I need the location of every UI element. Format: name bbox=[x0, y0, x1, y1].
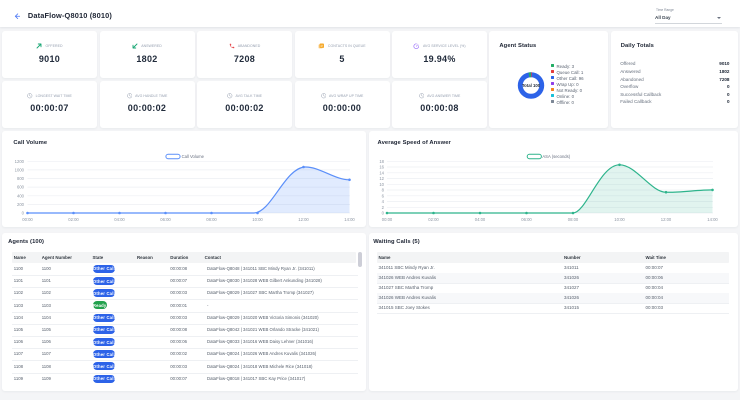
svg-text:18: 18 bbox=[379, 159, 384, 164]
svg-text:06:00: 06:00 bbox=[521, 217, 532, 222]
svg-text:02:00: 02:00 bbox=[428, 217, 439, 222]
svg-text:1200: 1200 bbox=[15, 159, 25, 164]
svg-text:800: 800 bbox=[17, 176, 25, 181]
svg-text:8: 8 bbox=[381, 188, 384, 193]
svg-text:ASA (seconds): ASA (seconds) bbox=[542, 154, 570, 159]
svg-text:600: 600 bbox=[17, 185, 25, 190]
svg-text:200: 200 bbox=[17, 202, 25, 207]
svg-text:04:00: 04:00 bbox=[474, 217, 485, 222]
svg-text:10: 10 bbox=[379, 182, 384, 187]
svg-text:10:00: 10:00 bbox=[252, 217, 263, 222]
svg-text:14: 14 bbox=[379, 170, 384, 175]
svg-text:14:00: 14:00 bbox=[707, 217, 718, 222]
svg-text:12: 12 bbox=[379, 176, 384, 181]
svg-text:08:00: 08:00 bbox=[206, 217, 217, 222]
svg-text:14:00: 14:00 bbox=[344, 217, 355, 222]
svg-text:400: 400 bbox=[17, 193, 25, 198]
svg-text:Total 100: Total 100 bbox=[522, 83, 541, 88]
svg-text:00:00: 00:00 bbox=[22, 217, 33, 222]
svg-text:08:00: 08:00 bbox=[567, 217, 578, 222]
svg-text:12:00: 12:00 bbox=[660, 217, 671, 222]
svg-text:10:00: 10:00 bbox=[614, 217, 625, 222]
svg-text:2: 2 bbox=[381, 205, 384, 210]
svg-text:12:00: 12:00 bbox=[298, 217, 309, 222]
svg-text:04:00: 04:00 bbox=[114, 217, 125, 222]
svg-text:6: 6 bbox=[381, 193, 384, 198]
svg-text:0: 0 bbox=[381, 211, 384, 216]
svg-text:16: 16 bbox=[379, 165, 384, 170]
svg-text:4: 4 bbox=[381, 199, 384, 204]
svg-text:00:00: 00:00 bbox=[381, 217, 392, 222]
svg-text:1000: 1000 bbox=[15, 168, 25, 173]
svg-text:0: 0 bbox=[22, 211, 25, 216]
svg-text:Call Volume: Call Volume bbox=[182, 154, 205, 159]
svg-text:06:00: 06:00 bbox=[160, 217, 171, 222]
svg-text:02:00: 02:00 bbox=[68, 217, 79, 222]
